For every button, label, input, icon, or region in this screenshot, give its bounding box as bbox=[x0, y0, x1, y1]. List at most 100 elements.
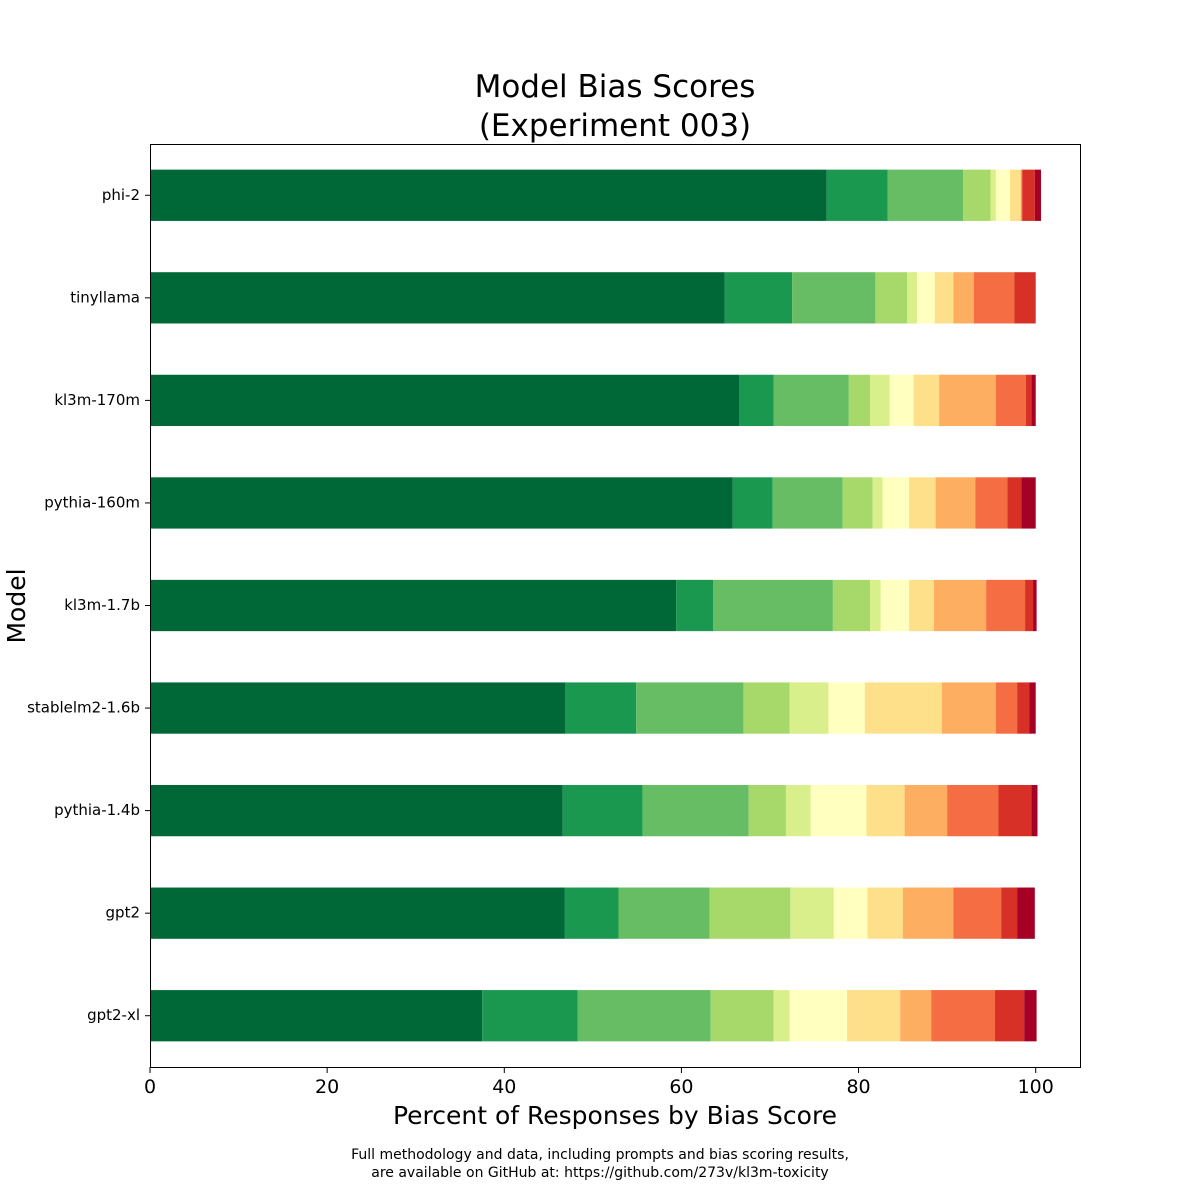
bar-segment-gpt2-10 bbox=[1017, 887, 1035, 939]
bars-group bbox=[150, 169, 1042, 1042]
bar-segment-pythia-160m-1 bbox=[732, 477, 773, 529]
bar-segment-gpt2-xl-1 bbox=[482, 990, 578, 1042]
bar-segment-kl3m-1.7b-3 bbox=[832, 579, 871, 632]
bar-segment-pythia-160m-2 bbox=[772, 477, 843, 529]
bar-segment-pythia-160m-7 bbox=[935, 477, 976, 529]
bar-segment-stablelm2-1.6b-5 bbox=[828, 682, 865, 734]
bar-segment-kl3m-170m-1 bbox=[739, 374, 774, 427]
bar-segment-pythia-160m-5 bbox=[882, 477, 910, 529]
bar-segment-phi-2-3 bbox=[963, 169, 991, 221]
bar-segment-stablelm2-1.6b-0 bbox=[150, 682, 566, 734]
y-tick-label: kl3m-170m bbox=[54, 391, 140, 409]
bar-segment-gpt2-8 bbox=[953, 887, 1002, 939]
bar-segment-gpt2-xl-7 bbox=[900, 990, 932, 1042]
bar-segment-kl3m-1.7b-2 bbox=[713, 579, 833, 632]
bar-segment-gpt2-9 bbox=[1001, 887, 1018, 939]
bar-segment-tinyllama-8 bbox=[973, 272, 1015, 324]
bar-segment-tinyllama-5 bbox=[917, 272, 935, 324]
bar-segment-gpt2-xl-0 bbox=[150, 990, 483, 1042]
bar-segment-pythia-1.4b-8 bbox=[947, 784, 999, 837]
x-tick-label: 60 bbox=[669, 1076, 693, 1098]
bar-segment-gpt2-6 bbox=[867, 887, 903, 939]
bar-segment-stablelm2-1.6b-2 bbox=[636, 682, 744, 734]
bar-segment-pythia-1.4b-0 bbox=[150, 784, 563, 837]
bar-segment-kl3m-170m-4 bbox=[870, 374, 890, 427]
bar-segment-tinyllama-4 bbox=[907, 272, 918, 324]
bar-segment-stablelm2-1.6b-6 bbox=[864, 682, 942, 734]
bar-segment-phi-2-9 bbox=[1022, 169, 1035, 221]
bar-segment-kl3m-1.7b-9 bbox=[1025, 579, 1034, 632]
bar-segment-gpt2-xl-4 bbox=[773, 990, 790, 1042]
bar-segment-pythia-160m-4 bbox=[872, 477, 883, 529]
x-tick-label: 100 bbox=[1018, 1076, 1054, 1098]
y-tick-label: kl3m-1.7b bbox=[64, 596, 140, 614]
bar-segment-gpt2-xl-8 bbox=[931, 990, 995, 1042]
x-axis-label: Percent of Responses by Bias Score bbox=[393, 1101, 837, 1130]
bar-segment-kl3m-1.7b-6 bbox=[909, 579, 934, 632]
bar-segment-gpt2-1 bbox=[564, 887, 619, 939]
bar-segment-phi-2-4 bbox=[990, 169, 996, 221]
bar-segment-tinyllama-2 bbox=[792, 272, 876, 324]
bar-segment-kl3m-1.7b-4 bbox=[870, 579, 881, 632]
x-tick-label: 40 bbox=[492, 1076, 516, 1098]
bar-segment-pythia-1.4b-9 bbox=[998, 784, 1032, 837]
bar-segment-tinyllama-6 bbox=[934, 272, 954, 324]
chart-title-line-1: Model Bias Scores bbox=[475, 69, 756, 105]
bar-segment-kl3m-170m-10 bbox=[1031, 374, 1036, 427]
bar-segment-phi-2-10 bbox=[1034, 169, 1042, 221]
bar-segment-pythia-160m-10 bbox=[1021, 477, 1036, 529]
bar-segment-stablelm2-1.6b-8 bbox=[995, 682, 1018, 734]
bar-segment-pythia-1.4b-1 bbox=[562, 784, 643, 837]
bar-segment-kl3m-1.7b-8 bbox=[986, 579, 1026, 632]
bar-segment-kl3m-1.7b-10 bbox=[1033, 579, 1037, 632]
bar-segment-tinyllama-0 bbox=[150, 272, 725, 324]
x-tick-label: 0 bbox=[144, 1076, 156, 1098]
y-tick-label: gpt2 bbox=[106, 904, 140, 922]
bar-segment-stablelm2-1.6b-7 bbox=[941, 682, 996, 734]
bar-segment-pythia-1.4b-10 bbox=[1031, 784, 1038, 837]
y-tick-label: pythia-1.4b bbox=[54, 801, 140, 819]
bar-segment-kl3m-170m-3 bbox=[848, 374, 871, 427]
bar-segment-pythia-1.4b-4 bbox=[785, 784, 811, 837]
bar-segment-gpt2-5 bbox=[833, 887, 868, 939]
bar-segment-gpt2-xl-5 bbox=[789, 990, 848, 1042]
bar-segment-tinyllama-7 bbox=[953, 272, 974, 324]
bar-segment-kl3m-170m-2 bbox=[773, 374, 849, 427]
bar-segment-kl3m-170m-8 bbox=[995, 374, 1026, 427]
plot-frame bbox=[150, 144, 1081, 1068]
bar-segment-gpt2-xl-6 bbox=[847, 990, 901, 1042]
chart: Model Bias Scores (Experiment 003) phi-2… bbox=[2, 69, 1081, 1130]
bar-segment-phi-2-0 bbox=[150, 169, 827, 221]
y-axis-ticks: phi-2 tinyllama kl3m-170m pythia-160m kl3m-1… bbox=[27, 186, 150, 1024]
bar-segment-pythia-1.4b-5 bbox=[810, 784, 867, 837]
x-tick-label: 20 bbox=[315, 1076, 339, 1098]
x-tick-label: 80 bbox=[846, 1076, 870, 1098]
bar-segment-phi-2-1 bbox=[826, 169, 888, 221]
bar-segment-gpt2-xl-2 bbox=[577, 990, 711, 1042]
bar-segment-stablelm2-1.6b-10 bbox=[1029, 682, 1036, 734]
bar-segment-phi-2-2 bbox=[887, 169, 964, 221]
y-tick-label: stablelm2-1.6b bbox=[27, 699, 140, 717]
footnote: Full methodology and data, including pro… bbox=[0, 1146, 1200, 1182]
bar-segment-gpt2-xl-3 bbox=[710, 990, 774, 1042]
x-axis-ticks: 0 20 40 60 80 100 bbox=[144, 1067, 1054, 1098]
bar-segment-kl3m-1.7b-1 bbox=[676, 579, 714, 632]
bar-segment-kl3m-1.7b-0 bbox=[150, 579, 677, 632]
bar-segment-phi-2-7 bbox=[1020, 169, 1022, 221]
footnote-line-2: are available on GitHub at: https://gith… bbox=[371, 1165, 829, 1181]
bar-segment-tinyllama-9 bbox=[1014, 272, 1036, 324]
bar-segment-kl3m-170m-0 bbox=[150, 374, 739, 427]
y-tick-label: phi-2 bbox=[102, 186, 140, 204]
y-tick-label: pythia-160m bbox=[44, 493, 140, 511]
bar-segment-stablelm2-1.6b-3 bbox=[743, 682, 790, 734]
bar-segment-gpt2-4 bbox=[790, 887, 834, 939]
bar-segment-pythia-1.4b-3 bbox=[748, 784, 786, 837]
bar-segment-kl3m-170m-9 bbox=[1025, 374, 1032, 427]
y-axis-label: Model bbox=[2, 568, 31, 643]
bar-segment-tinyllama-1 bbox=[724, 272, 793, 324]
bar-segment-gpt2-xl-10 bbox=[1024, 990, 1037, 1042]
bar-segment-kl3m-170m-7 bbox=[939, 374, 996, 427]
y-tick-label: gpt2-xl bbox=[87, 1006, 140, 1024]
bar-segment-pythia-160m-0 bbox=[150, 477, 733, 529]
bar-segment-pythia-160m-6 bbox=[909, 477, 936, 529]
